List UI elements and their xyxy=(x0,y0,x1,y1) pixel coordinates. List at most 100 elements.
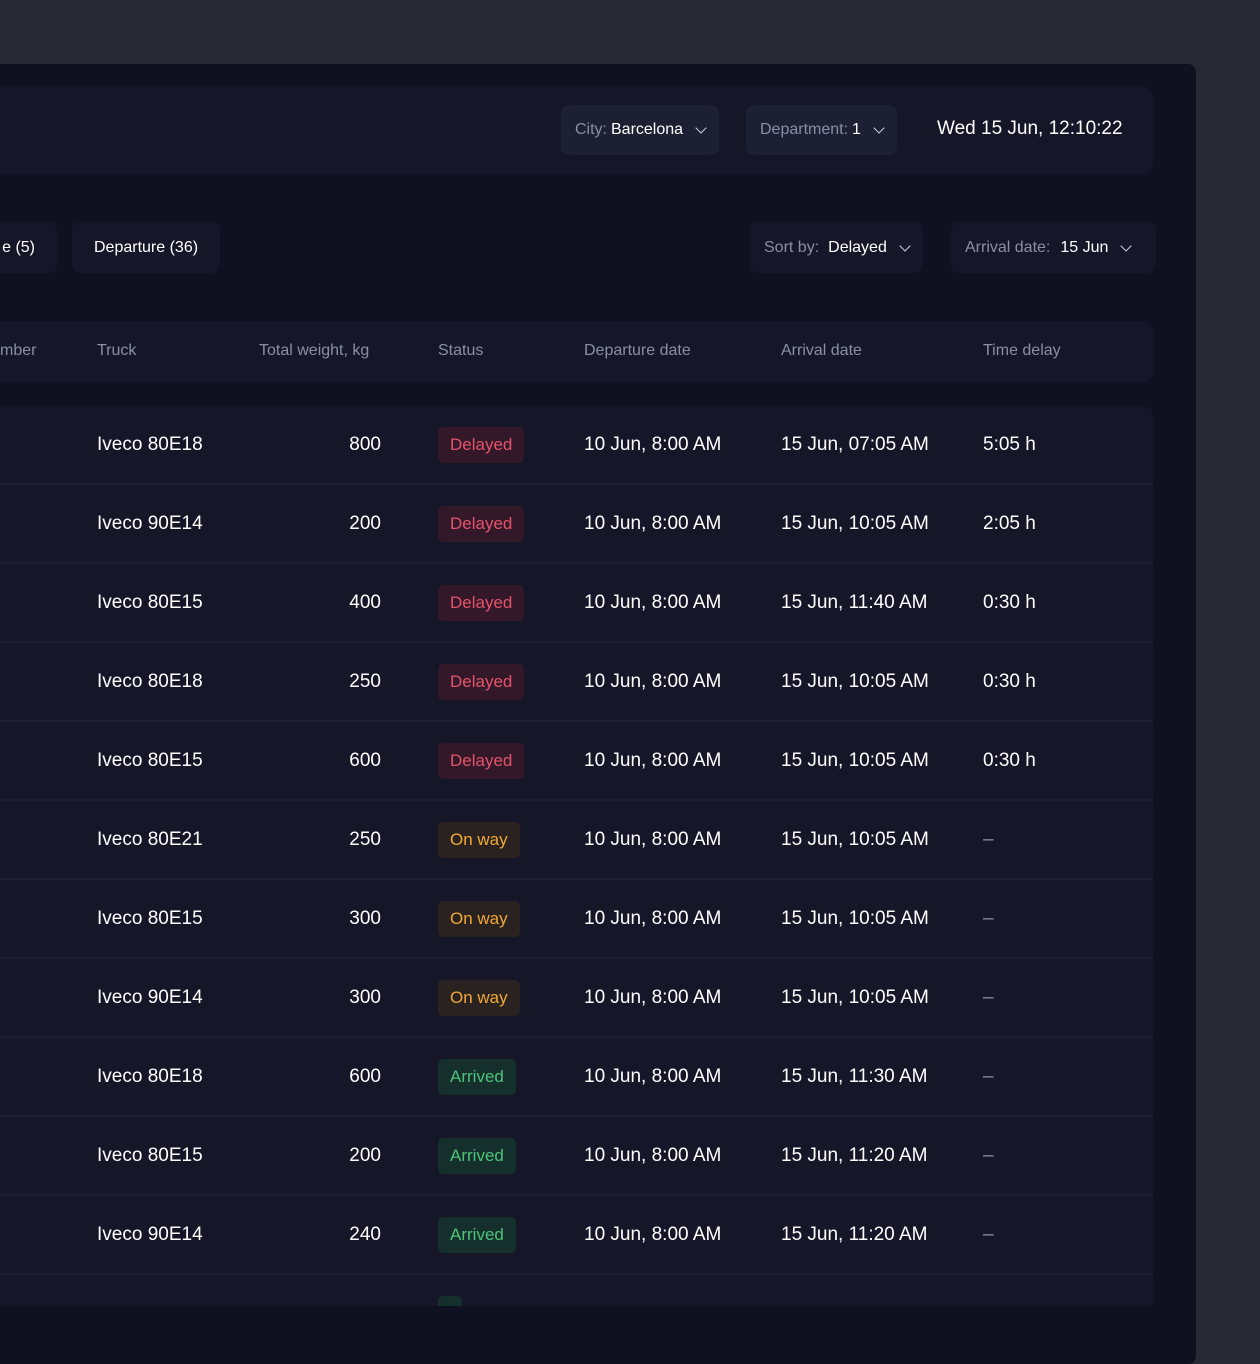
truck-cell: Iveco 80E18 xyxy=(97,1066,203,1087)
weight-cell: 240 xyxy=(349,1224,381,1245)
table-row[interactable]: Iveco 80E18 800 10 Jun, 8:00 AM 15 Jun, 07:… xyxy=(0,406,1153,485)
arrival-cell: 15 Jun, 07:05 AM xyxy=(781,434,929,455)
city-dropdown[interactable]: City: Barcelona xyxy=(561,105,720,155)
department-dropdown[interactable]: Department: 1 xyxy=(746,105,897,155)
weight-cell: 300 xyxy=(349,987,381,1008)
truck-cell: Iveco 80E21 xyxy=(97,829,203,850)
status-badge: Delayed xyxy=(438,585,525,621)
weight-cell: 300 xyxy=(349,908,381,929)
delay-cell: – xyxy=(983,987,994,1008)
sort-label: Sort by: xyxy=(764,238,820,256)
column-truck[interactable]: Truck xyxy=(97,342,137,359)
arrival-date-value: 15 Jun xyxy=(1060,238,1109,256)
delay-cell: 0:30 h xyxy=(983,592,1036,613)
arrival-cell: 15 Jun, 10:05 AM xyxy=(781,829,929,850)
table-row[interactable]: Iveco 80E15 300 10 Jun, 8:00 AM 15 Jun, 10:… xyxy=(0,880,1153,959)
table-row[interactable]: Iveco 90E14 200 10 Jun, 8:00 AM 15 Jun, 10:… xyxy=(0,485,1153,564)
arrival-cell: 15 Jun, 11:40 AM xyxy=(781,592,928,613)
departure-cell: 10 Jun, 8:00 AM xyxy=(584,434,722,455)
table-row[interactable]: Iveco 80E15 400 10 Jun, 8:00 AM 15 Jun, 11:… xyxy=(0,564,1153,643)
tab-arrival[interactable]: e (5) xyxy=(0,222,57,273)
sort-dropdown[interactable]: Sort by: Delayed xyxy=(750,222,923,273)
status-badge: Arrived xyxy=(438,1217,516,1253)
departure-cell: 10 Jun, 8:00 AM xyxy=(584,750,722,771)
truck-cell: Iveco 80E15 xyxy=(97,592,203,613)
column-departure[interactable]: Departure date xyxy=(584,342,691,359)
status-badge: On way xyxy=(438,980,520,1016)
arrival-cell: 15 Jun, 11:20 AM xyxy=(781,1224,928,1245)
table-row[interactable]: Iveco 80E15 600 10 Jun, 8:00 AM 15 Jun, 10:… xyxy=(0,722,1153,801)
weight-cell: 250 xyxy=(349,829,381,850)
departure-cell: 10 Jun, 8:00 AM xyxy=(584,829,722,850)
status-badge: On way xyxy=(438,822,520,858)
arrival-cell: 15 Jun, 10:05 AM xyxy=(781,908,929,929)
status-badge: Delayed xyxy=(438,664,525,700)
department-value: 1 xyxy=(852,121,861,138)
table-row[interactable] xyxy=(0,1275,1153,1306)
truck-cell: Iveco 80E18 xyxy=(97,434,203,455)
arrival-cell: 15 Jun, 10:05 AM xyxy=(781,671,929,692)
status-badge: Delayed xyxy=(438,427,525,463)
department-label: Department: xyxy=(760,121,849,138)
delay-cell: – xyxy=(983,908,994,929)
delay-cell: 0:30 h xyxy=(983,671,1036,692)
status-badge: Delayed xyxy=(438,743,525,779)
table-row[interactable]: Iveco 80E18 600 10 Jun, 8:00 AM 15 Jun, 11:… xyxy=(0,1038,1153,1117)
delay-cell: – xyxy=(983,1224,994,1245)
weight-cell: 200 xyxy=(349,1145,381,1166)
weight-cell: 200 xyxy=(349,513,381,534)
departure-cell: 10 Jun, 8:00 AM xyxy=(584,513,722,534)
truck-cell: Iveco 80E18 xyxy=(97,671,203,692)
arrival-date-dropdown[interactable]: Arrival date: 15 Jun xyxy=(951,222,1156,273)
status-badge: Arrived xyxy=(438,1138,516,1174)
status-badge xyxy=(438,1296,462,1306)
city-label: City: xyxy=(575,121,607,138)
delay-cell: – xyxy=(983,1066,994,1087)
truck-cell: Iveco 90E14 xyxy=(97,987,203,1008)
status-badge: On way xyxy=(438,901,520,937)
city-value: Barcelona xyxy=(611,121,684,138)
delay-cell: – xyxy=(983,829,994,850)
weight-cell: 600 xyxy=(349,750,381,771)
column-status[interactable]: Status xyxy=(438,342,484,359)
table-row[interactable]: Iveco 90E14 300 10 Jun, 8:00 AM 15 Jun, 10:… xyxy=(0,959,1153,1038)
delay-cell: 5:05 h xyxy=(983,434,1036,455)
column-delay[interactable]: Time delay xyxy=(983,342,1061,359)
chevron-down-icon xyxy=(1120,239,1133,252)
table-row[interactable]: Iveco 80E15 200 10 Jun, 8:00 AM 15 Jun, 11:… xyxy=(0,1117,1153,1196)
chevron-down-icon xyxy=(873,122,885,134)
status-badge: Delayed xyxy=(438,506,525,542)
arrival-cell: 15 Jun, 10:05 AM xyxy=(781,987,929,1008)
truck-cell: Iveco 90E14 xyxy=(97,1224,203,1245)
weight-cell: 800 xyxy=(349,434,381,455)
status-badge: Arrived xyxy=(438,1059,516,1095)
column-arrival[interactable]: Arrival date xyxy=(781,342,862,359)
sort-value: Delayed xyxy=(828,238,887,256)
arrival-cell: 15 Jun, 11:20 AM xyxy=(781,1145,928,1166)
departure-cell: 10 Jun, 8:00 AM xyxy=(584,671,722,692)
chevron-down-icon xyxy=(695,122,707,134)
chevron-down-icon xyxy=(899,239,911,252)
current-datetime: Wed 15 Jun, 12:10:22 xyxy=(937,118,1123,139)
table-row[interactable]: Iveco 80E21 250 10 Jun, 8:00 AM 15 Jun, 10:… xyxy=(0,801,1153,880)
departure-cell: 10 Jun, 8:00 AM xyxy=(584,592,722,613)
arrival-cell: 15 Jun, 10:05 AM xyxy=(781,513,929,534)
delay-cell: – xyxy=(983,1145,994,1166)
arrival-cell: 15 Jun, 10:05 AM xyxy=(781,750,929,771)
column-weight[interactable]: Total weight, kg xyxy=(259,342,370,359)
table-row[interactable]: Iveco 90E14 240 10 Jun, 8:00 AM 15 Jun, 11:… xyxy=(0,1196,1153,1275)
departure-cell: 10 Jun, 8:00 AM xyxy=(584,908,722,929)
tab-departure[interactable]: Departure (36) xyxy=(72,222,221,273)
departure-cell: 10 Jun, 8:00 AM xyxy=(584,1066,722,1087)
truck-cell: Iveco 80E15 xyxy=(97,750,203,771)
weight-cell: 400 xyxy=(349,592,381,613)
weight-cell: 250 xyxy=(349,671,381,692)
departure-cell: 10 Jun, 8:00 AM xyxy=(584,1145,722,1166)
table-body: Iveco 80E18 800 10 Jun, 8:00 AM 15 Jun, 07:… xyxy=(0,406,1153,1306)
table-row[interactable]: Iveco 80E18 250 10 Jun, 8:00 AM 15 Jun, 10:… xyxy=(0,643,1153,722)
departure-cell: 10 Jun, 8:00 AM xyxy=(584,987,722,1008)
arrival-date-label: Arrival date: xyxy=(965,238,1051,256)
delay-cell: 0:30 h xyxy=(983,750,1036,771)
departure-cell: 10 Jun, 8:00 AM xyxy=(584,1224,722,1245)
column-number[interactable]: mber xyxy=(0,342,37,359)
